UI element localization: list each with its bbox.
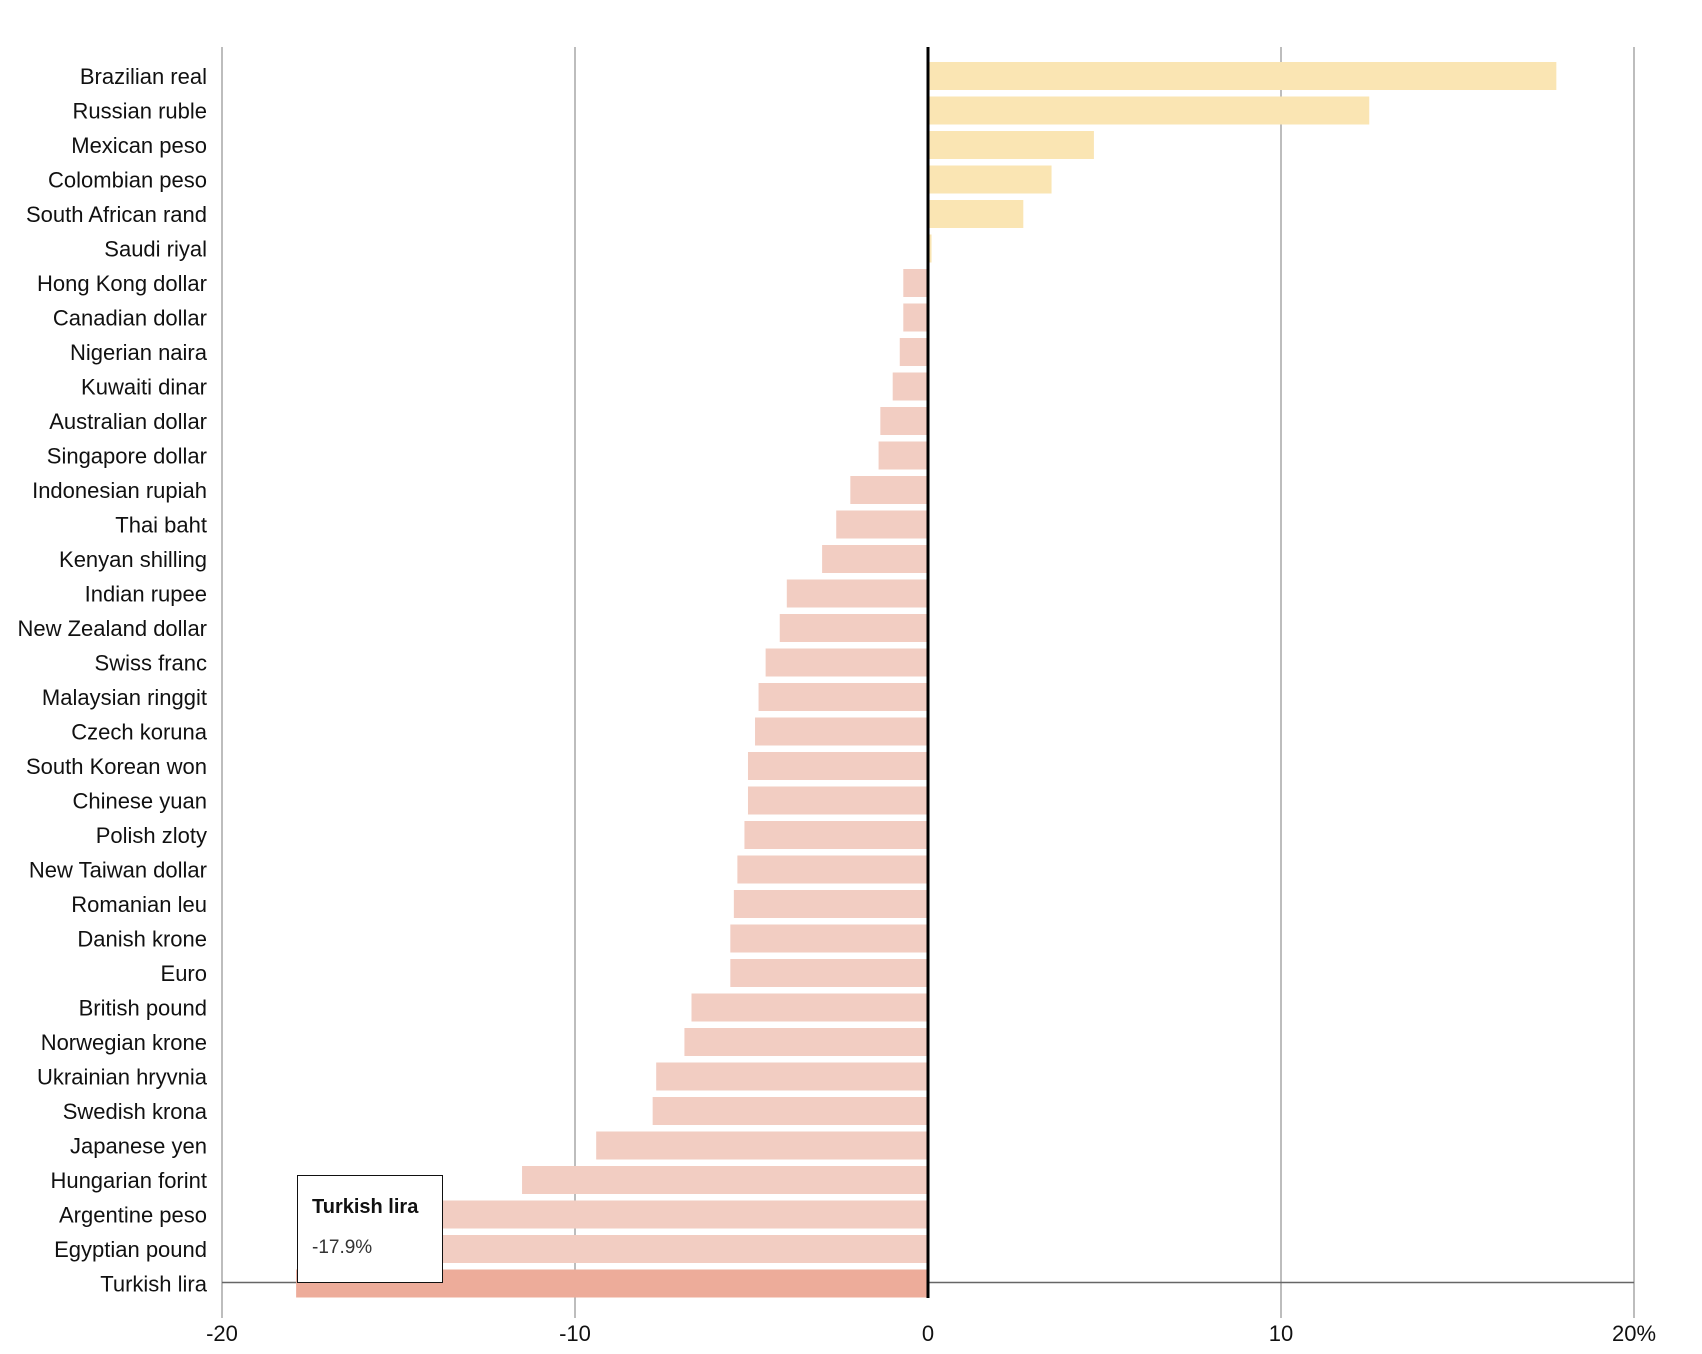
category-label: Argentine peso: [59, 1203, 207, 1228]
bar: [899, 338, 928, 366]
bar: [747, 752, 928, 780]
category-label: Czech koruna: [71, 720, 208, 745]
bar: [878, 441, 928, 470]
bar: [737, 855, 928, 884]
category-label: Indian rupee: [85, 582, 207, 607]
bar: [377, 1235, 928, 1263]
bar: [684, 1028, 928, 1056]
tooltip: Turkish lira -17.9%: [297, 1175, 443, 1283]
category-label: Canadian dollar: [53, 306, 207, 331]
category-label: South African rand: [26, 202, 207, 227]
bar: [652, 1097, 928, 1125]
category-label: Hong Kong dollar: [37, 271, 207, 296]
category-label: Ukrainian hryvnia: [37, 1065, 208, 1090]
category-label: Turkish lira: [100, 1272, 208, 1297]
bar: [744, 821, 928, 849]
category-label: British pound: [79, 996, 207, 1021]
bar: [747, 786, 928, 815]
category-label: Swedish krona: [63, 1099, 208, 1124]
x-tick-label: 10: [1269, 1321, 1293, 1346]
bar: [928, 165, 1052, 194]
category-label: New Zealand dollar: [17, 616, 207, 641]
bar: [928, 200, 1024, 228]
category-label: Indonesian rupiah: [32, 478, 207, 503]
bar: [733, 890, 928, 918]
category-label: South Korean won: [26, 754, 207, 779]
category-labels: Brazilian real Russian ruble Mexican peso C…: [17, 64, 207, 1297]
bar: [596, 1131, 928, 1160]
bar: [903, 303, 928, 332]
category-label: Mexican peso: [71, 133, 207, 158]
bar: [928, 131, 1094, 159]
x-tick-label: -10: [559, 1321, 591, 1346]
category-label: Romanian leu: [71, 892, 207, 917]
bar: [730, 924, 928, 953]
category-label: Colombian peso: [48, 168, 207, 193]
bar: [755, 717, 928, 746]
category-label: Polish zloty: [96, 823, 207, 848]
x-tick-label: 0: [922, 1321, 934, 1346]
category-label: New Taiwan dollar: [29, 858, 207, 883]
category-label: Kenyan shilling: [59, 547, 207, 572]
bar: [892, 372, 928, 401]
bar: [765, 648, 928, 677]
tooltip-title: Turkish lira: [312, 1196, 419, 1218]
category-label: Euro: [161, 961, 207, 986]
category-label: Kuwaiti dinar: [81, 375, 207, 400]
bar: [691, 993, 928, 1022]
category-label: Egyptian pound: [54, 1237, 207, 1262]
bar: [850, 476, 928, 504]
bar: [880, 407, 928, 435]
category-label: Swiss franc: [95, 651, 207, 676]
x-tick-label: 20%: [1612, 1321, 1656, 1346]
bar: [822, 545, 928, 573]
category-label: Brazilian real: [80, 64, 207, 89]
category-label: Thai baht: [115, 513, 207, 538]
x-tick-label: -20: [206, 1321, 238, 1346]
bar: [928, 234, 932, 263]
category-label: Singapore dollar: [47, 444, 207, 469]
category-label: Japanese yen: [70, 1134, 207, 1159]
bars: [296, 47, 1557, 1298]
category-label: Chinese yuan: [72, 789, 207, 814]
category-label: Hungarian forint: [50, 1168, 207, 1193]
category-label: Australian dollar: [49, 409, 207, 434]
category-label: Norwegian krone: [41, 1030, 207, 1055]
bar: [928, 96, 1370, 125]
category-label: Nigerian naira: [70, 340, 208, 365]
bar: [786, 579, 928, 608]
bar: [758, 683, 928, 711]
bar: [779, 614, 928, 642]
bar: [836, 510, 928, 539]
x-axis-ticks: -20 -10 0 10 20%: [206, 1321, 1656, 1346]
bar: [656, 1062, 928, 1091]
bar: [730, 959, 928, 987]
category-label: Danish krone: [77, 927, 207, 952]
bar: [928, 62, 1557, 90]
bar: [522, 1166, 928, 1194]
category-label: Saudi riyal: [104, 237, 207, 262]
category-label: Russian ruble: [72, 99, 207, 124]
bar: [903, 269, 928, 297]
tooltip-value: -17.9%: [312, 1237, 373, 1258]
category-label: Malaysian ringgit: [42, 685, 207, 710]
bar: [416, 1200, 928, 1229]
